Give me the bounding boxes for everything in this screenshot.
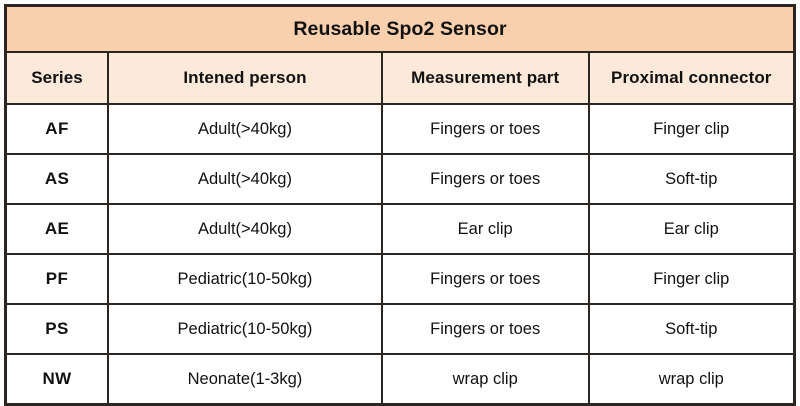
table-row: AF Adult(>40kg) Fingers or toes Finger c… bbox=[4, 103, 796, 155]
cell-measurement-part: Fingers or toes bbox=[380, 153, 590, 205]
cell-proximal-connector: Soft-tip bbox=[587, 303, 796, 355]
cell-series: PS bbox=[4, 303, 110, 355]
table-row: NW Neonate(1-3kg) wrap clip wrap clip bbox=[4, 353, 796, 406]
column-header-intened-person: Intened person bbox=[107, 51, 383, 105]
cell-intened-person: Adult(>40kg) bbox=[107, 103, 383, 155]
cell-intened-person: Adult(>40kg) bbox=[107, 153, 383, 205]
cell-intened-person: Pediatric(10-50kg) bbox=[107, 303, 383, 355]
cell-measurement-part: Fingers or toes bbox=[380, 303, 590, 355]
cell-intened-person: Neonate(1-3kg) bbox=[107, 353, 383, 406]
sensor-specification-table: Reusable Spo2 Sensor Series Intened pers… bbox=[4, 4, 796, 406]
table-body: AF Adult(>40kg) Fingers or toes Finger c… bbox=[4, 103, 796, 406]
column-header-measurement-part: Measurement part bbox=[380, 51, 590, 105]
cell-measurement-part: Fingers or toes bbox=[380, 253, 590, 305]
cell-series: AS bbox=[4, 153, 110, 205]
column-header-row: Series Intened person Measurement part P… bbox=[4, 51, 796, 105]
table-title: Reusable Spo2 Sensor bbox=[4, 4, 796, 53]
table-row: AE Adult(>40kg) Ear clip Ear clip bbox=[4, 203, 796, 255]
cell-series: AF bbox=[4, 103, 110, 155]
cell-measurement-part: wrap clip bbox=[380, 353, 590, 406]
cell-series: NW bbox=[4, 353, 110, 406]
cell-proximal-connector: wrap clip bbox=[587, 353, 796, 406]
cell-series: PF bbox=[4, 253, 110, 305]
cell-proximal-connector: Soft-tip bbox=[587, 153, 796, 205]
cell-measurement-part: Ear clip bbox=[380, 203, 590, 255]
cell-proximal-connector: Finger clip bbox=[587, 253, 796, 305]
title-row: Reusable Spo2 Sensor bbox=[4, 4, 796, 53]
table-row: AS Adult(>40kg) Fingers or toes Soft-tip bbox=[4, 153, 796, 205]
table-row: PF Pediatric(10-50kg) Fingers or toes Fi… bbox=[4, 253, 796, 305]
table-head: Reusable Spo2 Sensor Series Intened pers… bbox=[4, 4, 796, 105]
table-row: PS Pediatric(10-50kg) Fingers or toes So… bbox=[4, 303, 796, 355]
column-header-series: Series bbox=[4, 51, 110, 105]
column-header-proximal-connector: Proximal connector bbox=[587, 51, 796, 105]
cell-measurement-part: Fingers or toes bbox=[380, 103, 590, 155]
cell-series: AE bbox=[4, 203, 110, 255]
cell-intened-person: Adult(>40kg) bbox=[107, 203, 383, 255]
cell-intened-person: Pediatric(10-50kg) bbox=[107, 253, 383, 305]
cell-proximal-connector: Ear clip bbox=[587, 203, 796, 255]
cell-proximal-connector: Finger clip bbox=[587, 103, 796, 155]
